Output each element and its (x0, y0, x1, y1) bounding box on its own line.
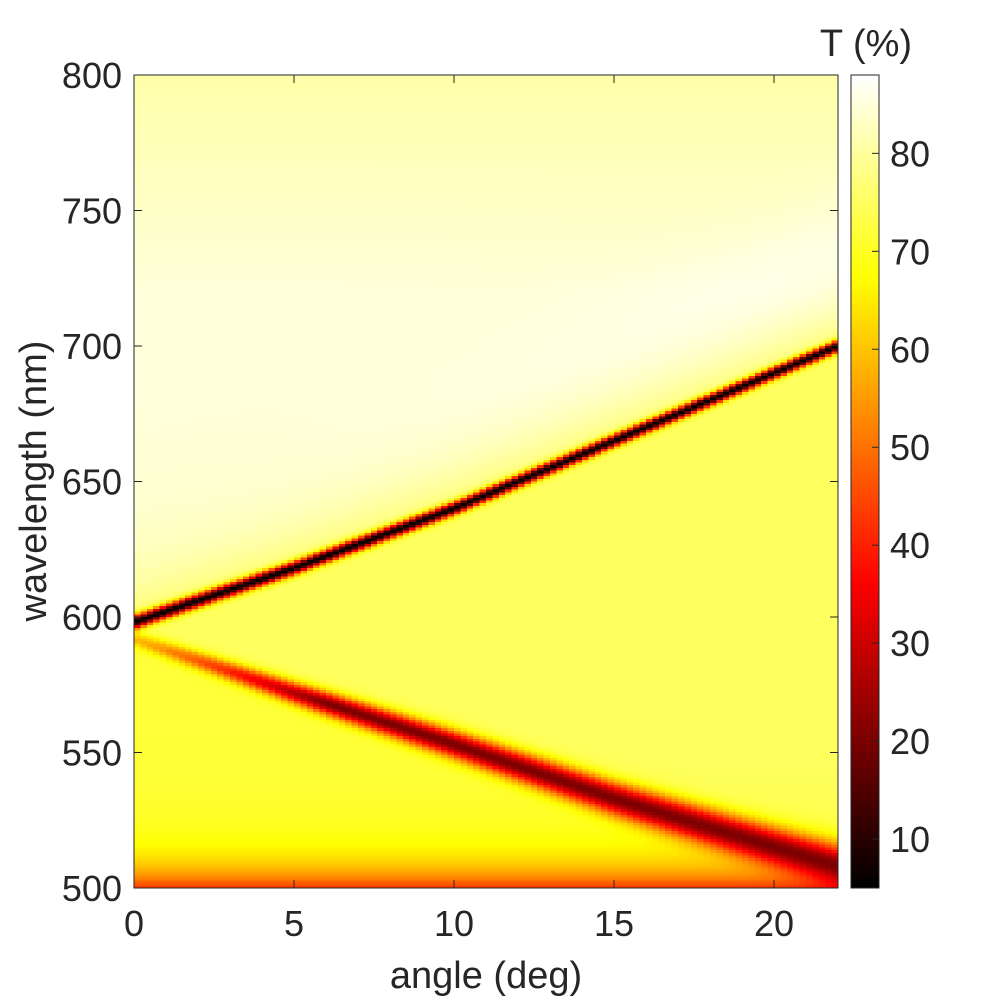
x-tick-label: 15 (594, 903, 634, 944)
colorbar-tick-label: 10 (890, 819, 930, 860)
colorbar-tick-label: 50 (890, 427, 930, 468)
y-tick-label: 700 (62, 326, 122, 367)
colorbar-tick-label: 40 (890, 525, 930, 566)
y-axis-label: wavelength (nm) (13, 341, 55, 623)
y-tick-label: 500 (62, 868, 122, 909)
x-tick-label: 20 (754, 903, 794, 944)
y-tick-label: 800 (62, 55, 122, 96)
plot-frame (133, 74, 839, 889)
colorbar-tick-label: 20 (890, 721, 930, 762)
y-axis-ticks: 500 550 600 650 700 750 800 (62, 55, 838, 909)
x-axis-ticks: 0 5 10 15 20 (124, 75, 794, 944)
x-tick-label: 10 (434, 903, 474, 944)
colorbar-tick-label: 80 (890, 133, 930, 174)
colorbar-tick-label: 60 (890, 329, 930, 370)
colorbar-ticks: 10 20 30 40 50 60 70 80 (872, 133, 930, 860)
colorbar-label: T (%) (820, 23, 912, 65)
y-tick-label: 750 (62, 191, 122, 232)
colorbar-frame (850, 74, 880, 889)
y-tick-label: 600 (62, 597, 122, 638)
y-tick-label: 650 (62, 462, 122, 503)
x-axis-label: angle (deg) (390, 955, 582, 997)
colorbar-tick-label: 30 (890, 623, 930, 664)
heatmap-image (134, 75, 838, 888)
y-tick-label: 550 (62, 733, 122, 774)
x-tick-label: 5 (284, 903, 304, 944)
colorbar-tick-label: 70 (890, 231, 930, 272)
x-tick-label: 0 (124, 903, 144, 944)
colorbar-gradient (851, 75, 879, 888)
